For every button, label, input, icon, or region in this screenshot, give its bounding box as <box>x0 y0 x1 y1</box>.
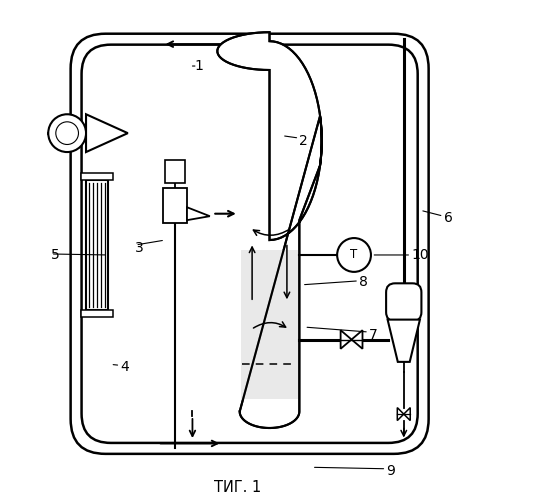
Polygon shape <box>351 330 362 349</box>
Text: 6: 6 <box>443 210 453 224</box>
Polygon shape <box>397 408 404 420</box>
FancyBboxPatch shape <box>386 284 422 321</box>
Bar <box>81 310 113 316</box>
Text: 1: 1 <box>195 59 204 73</box>
Circle shape <box>48 114 86 152</box>
Bar <box>85 180 108 310</box>
Polygon shape <box>388 320 420 362</box>
Circle shape <box>337 238 371 272</box>
Bar <box>81 174 113 180</box>
Polygon shape <box>241 250 298 399</box>
Polygon shape <box>218 32 322 428</box>
Text: 5: 5 <box>51 248 59 262</box>
Text: 2: 2 <box>299 134 308 147</box>
Text: 10: 10 <box>411 248 429 262</box>
Polygon shape <box>341 330 351 349</box>
Polygon shape <box>86 114 128 152</box>
Text: 7: 7 <box>369 328 378 342</box>
Text: 9: 9 <box>386 464 395 478</box>
Text: Т: Т <box>350 248 357 262</box>
Polygon shape <box>187 207 210 220</box>
Text: 8: 8 <box>359 276 368 289</box>
Polygon shape <box>404 408 410 420</box>
Bar <box>165 160 185 183</box>
Circle shape <box>56 122 78 144</box>
Text: ΤИГ. 1: ΤИГ. 1 <box>214 480 261 495</box>
Bar <box>163 188 187 222</box>
Text: 4: 4 <box>120 360 129 374</box>
Text: 3: 3 <box>135 240 144 254</box>
